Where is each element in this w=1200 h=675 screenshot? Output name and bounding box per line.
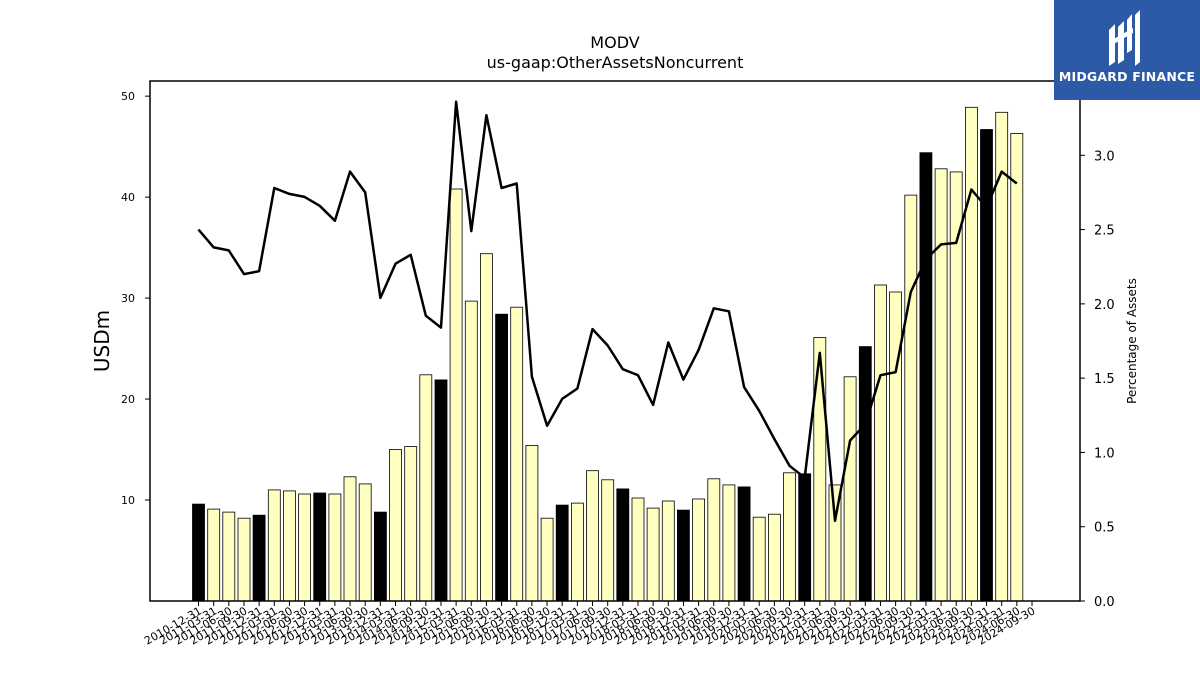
bar-2011-03-31 bbox=[207, 508, 221, 602]
bar-2024-06-30 bbox=[1010, 133, 1024, 602]
y-tick-label: 40 bbox=[121, 191, 135, 204]
bar-2016-03-31 bbox=[510, 306, 524, 602]
bar-2019-09-30 bbox=[722, 484, 736, 602]
bar-2013-09-30 bbox=[358, 483, 372, 602]
bar-2015-12-31 bbox=[495, 313, 509, 602]
bar-2017-03-31 bbox=[571, 502, 584, 602]
y-tick-label: 20 bbox=[121, 393, 135, 406]
bar-2020-03-31 bbox=[752, 516, 766, 602]
bar-2016-12-31 bbox=[555, 504, 569, 602]
plot-frame bbox=[149, 80, 1081, 602]
bar-2014-06-30 bbox=[404, 446, 418, 602]
bar-2012-06-30 bbox=[282, 490, 296, 602]
y-axis-label: USDm bbox=[90, 310, 114, 372]
y2-tick-label: 1.5 bbox=[1094, 372, 1115, 387]
chart-title: MODV bbox=[590, 33, 639, 52]
bar-2023-09-30 bbox=[965, 106, 978, 602]
y-tick-label: 10 bbox=[121, 494, 135, 507]
bar-2016-06-30 bbox=[525, 445, 539, 602]
y2-tick-label: 0.5 bbox=[1094, 521, 1115, 536]
bar-2017-06-30 bbox=[586, 470, 599, 602]
y2-tick-label: 3.0 bbox=[1094, 149, 1115, 164]
bar-2015-09-30 bbox=[479, 253, 493, 602]
bar-2020-09-30 bbox=[783, 472, 796, 602]
bar-2011-12-31 bbox=[252, 514, 266, 602]
bar-2011-06-30 bbox=[222, 511, 236, 602]
bar-2016-09-30 bbox=[540, 517, 554, 602]
bar-2021-03-31 bbox=[813, 337, 827, 602]
bar-2022-06-30 bbox=[889, 291, 902, 602]
bar-2017-09-30 bbox=[601, 479, 615, 602]
bar-2020-06-30 bbox=[768, 513, 781, 602]
bar-2018-03-31 bbox=[631, 497, 645, 602]
y-tick-label: 50 bbox=[121, 90, 135, 103]
bar-2012-03-31 bbox=[267, 489, 281, 602]
bar-2013-03-31 bbox=[328, 493, 342, 602]
brand-logo: MIDGARD FINANCE bbox=[1054, 0, 1200, 100]
bar-2013-12-31 bbox=[373, 511, 387, 602]
bar-2014-03-31 bbox=[389, 449, 402, 602]
bar-2019-03-31 bbox=[692, 498, 705, 602]
bar-2022-09-30 bbox=[904, 194, 918, 602]
chart-subtitle: us-gaap:OtherAssetsNoncurrent bbox=[487, 53, 744, 72]
bar-2021-12-31 bbox=[858, 346, 872, 602]
bar-2018-09-30 bbox=[661, 500, 675, 602]
bar-2023-03-31 bbox=[934, 168, 948, 602]
y-axis-right: 0.0 0.5 1.0 1.5 2.0 2.5 3.0 bbox=[1080, 149, 1115, 610]
x-axis: 2010-12-312011-03-312011-06-302011-09-30… bbox=[142, 601, 1038, 648]
bar-2015-03-31 bbox=[449, 188, 463, 602]
bar-2018-12-31 bbox=[677, 509, 690, 602]
y2-tick-label: 1.0 bbox=[1094, 446, 1115, 461]
percentage-line-series bbox=[197, 100, 1018, 523]
percentage-line bbox=[197, 100, 1018, 523]
bar-2010-12-31 bbox=[192, 503, 205, 602]
bar-2012-12-31 bbox=[313, 492, 327, 602]
bar-2012-09-30 bbox=[298, 493, 312, 602]
bar-2011-09-30 bbox=[237, 517, 251, 602]
bar-2021-09-30 bbox=[843, 376, 857, 602]
y2-axis-label: Percentage of Assets bbox=[1125, 278, 1139, 404]
y-axis-left: 10 20 30 40 50 bbox=[121, 90, 150, 507]
bar-2020-12-31 bbox=[798, 473, 812, 602]
bar-2018-06-30 bbox=[646, 507, 660, 602]
y2-tick-label: 2.5 bbox=[1094, 224, 1115, 239]
brand-name: MIDGARD FINANCE bbox=[1058, 69, 1196, 84]
bar-2013-06-30 bbox=[343, 476, 357, 602]
y2-tick-label: 2.0 bbox=[1094, 298, 1115, 313]
bar-2015-06-30 bbox=[464, 300, 478, 602]
bar-2022-03-31 bbox=[874, 284, 887, 602]
bar-2023-06-30 bbox=[949, 171, 963, 602]
bar-2017-12-31 bbox=[616, 488, 630, 602]
bar-2014-12-31 bbox=[434, 379, 448, 602]
midgard-logo-icon bbox=[1109, 10, 1140, 66]
bar-2019-06-30 bbox=[707, 478, 721, 602]
bar-2024-03-31 bbox=[995, 111, 1009, 602]
bar-2014-09-30 bbox=[419, 374, 433, 602]
bar-2022-12-31 bbox=[919, 152, 933, 602]
y2-tick-label: 0.0 bbox=[1094, 595, 1115, 610]
y-tick-label: 30 bbox=[121, 292, 135, 305]
bar-2019-12-31 bbox=[737, 486, 751, 602]
